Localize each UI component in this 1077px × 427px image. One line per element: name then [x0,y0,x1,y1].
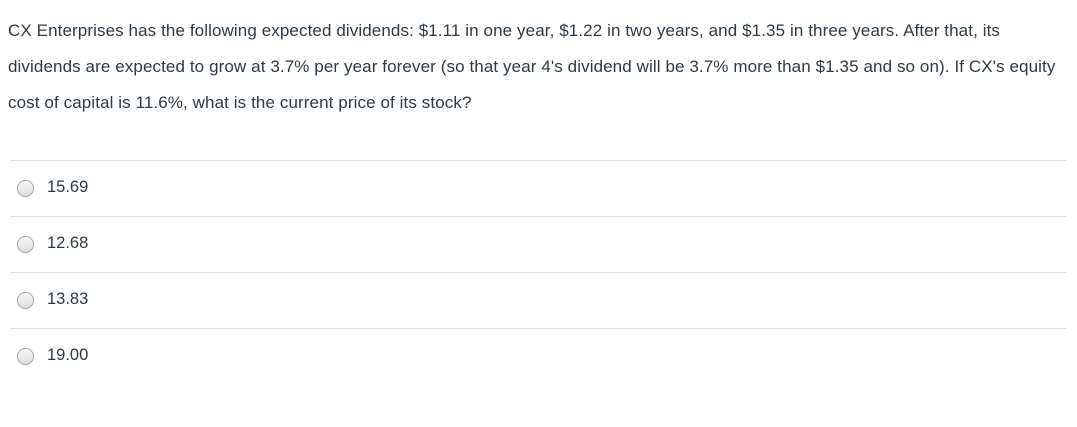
answer-label: 12.68 [47,234,89,253]
answer-option-4[interactable]: 19.00 [10,328,1066,384]
quiz-question-panel: CX Enterprises has the following expecte… [0,13,1077,384]
question-text: CX Enterprises has the following expecte… [8,21,1056,112]
radio-button-icon[interactable] [17,180,34,197]
answer-option-1[interactable]: 15.69 [10,160,1066,216]
answer-option-2[interactable]: 12.68 [10,216,1066,272]
radio-button-icon[interactable] [17,348,34,365]
answer-option-3[interactable]: 13.83 [10,272,1066,328]
radio-button-icon[interactable] [17,236,34,253]
answer-options-list: 15.69 12.68 13.83 19.00 [0,160,1077,384]
answer-label: 13.83 [47,290,89,309]
answer-label: 15.69 [47,178,89,197]
answer-label: 19.00 [47,346,89,365]
radio-button-icon[interactable] [17,292,34,309]
